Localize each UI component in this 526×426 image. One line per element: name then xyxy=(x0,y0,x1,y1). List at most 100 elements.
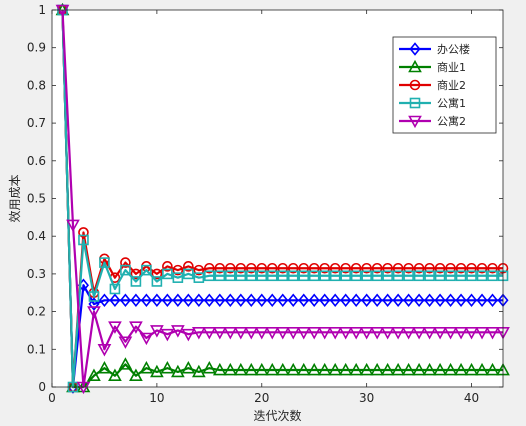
data-point xyxy=(434,293,446,308)
data-point xyxy=(76,381,91,395)
legend-label: 商业2 xyxy=(437,78,466,92)
data-point xyxy=(382,293,394,308)
data-point xyxy=(307,362,322,376)
data-point xyxy=(319,293,331,308)
data-point xyxy=(120,264,131,276)
data-point xyxy=(412,327,426,340)
data-point xyxy=(99,257,110,268)
data-point xyxy=(349,362,364,376)
data-point xyxy=(235,293,247,308)
data-point xyxy=(150,325,164,338)
data-point xyxy=(433,327,447,340)
x-tick-label: 20 xyxy=(254,391,269,405)
data-point xyxy=(403,262,414,274)
data-point xyxy=(308,262,320,274)
data-point xyxy=(171,364,185,378)
data-point xyxy=(118,336,133,349)
data-point xyxy=(87,368,101,381)
data-point xyxy=(443,327,458,340)
data-point xyxy=(108,321,122,334)
data-point xyxy=(382,270,393,282)
data-point xyxy=(119,293,131,308)
data-point xyxy=(203,293,215,308)
data-point xyxy=(256,270,268,282)
data-point xyxy=(422,362,437,376)
data-point xyxy=(487,262,498,274)
data-point xyxy=(413,293,425,308)
data-point xyxy=(108,368,122,381)
data-point xyxy=(244,362,259,376)
series-layer xyxy=(55,2,510,395)
data-point xyxy=(235,262,247,274)
data-point xyxy=(286,327,301,340)
data-point xyxy=(266,270,278,282)
data-point xyxy=(445,270,456,282)
data-point xyxy=(139,332,154,346)
data-point xyxy=(307,327,322,340)
data-point xyxy=(225,262,236,274)
data-point xyxy=(244,327,259,340)
data-point xyxy=(87,306,101,319)
y-tick-label: 0.9 xyxy=(27,41,46,55)
data-point xyxy=(361,262,372,274)
data-point xyxy=(434,262,446,274)
data-point xyxy=(266,293,278,308)
y-tick-label: 0 xyxy=(38,380,46,394)
data-point xyxy=(401,362,416,376)
data-point xyxy=(359,362,374,376)
data-point xyxy=(328,327,343,340)
series-line xyxy=(61,9,503,389)
legend-label: 公寓1 xyxy=(437,96,466,110)
data-point xyxy=(391,362,405,376)
data-point xyxy=(370,327,384,340)
data-point xyxy=(424,270,435,282)
data-point xyxy=(98,293,110,308)
data-point xyxy=(129,368,143,381)
data-point xyxy=(181,328,196,342)
data-point xyxy=(433,362,447,376)
data-point xyxy=(486,293,499,308)
series-4 xyxy=(57,4,509,393)
data-point xyxy=(319,262,330,274)
data-point xyxy=(371,270,383,282)
data-point xyxy=(466,270,477,282)
data-point xyxy=(139,360,154,374)
data-point xyxy=(161,293,173,308)
data-point xyxy=(171,325,185,338)
data-point xyxy=(256,293,268,308)
data-point xyxy=(160,360,175,374)
data-point xyxy=(434,270,446,282)
data-point xyxy=(422,327,437,340)
data-point xyxy=(265,327,280,340)
data-point xyxy=(340,293,352,308)
data-point xyxy=(129,321,143,334)
data-point xyxy=(183,261,194,272)
series-3 xyxy=(57,4,509,393)
data-point xyxy=(202,327,217,340)
data-point xyxy=(298,262,310,274)
data-point xyxy=(254,362,269,376)
data-point xyxy=(182,293,194,308)
data-point xyxy=(191,364,206,378)
data-point xyxy=(424,293,436,308)
data-point xyxy=(464,327,479,340)
data-point xyxy=(130,293,142,308)
data-point xyxy=(445,262,456,274)
data-point xyxy=(475,327,489,340)
data-point xyxy=(455,262,467,274)
data-point xyxy=(256,262,268,274)
legend-item: 商业1 xyxy=(399,59,466,74)
data-point xyxy=(329,270,341,282)
data-point xyxy=(109,293,121,308)
legend-marker xyxy=(408,59,422,73)
data-point xyxy=(403,270,414,282)
data-point xyxy=(275,327,290,340)
data-point xyxy=(223,327,238,340)
data-point xyxy=(298,293,310,308)
data-point xyxy=(371,262,383,274)
data-point xyxy=(392,293,404,308)
data-point xyxy=(370,362,384,376)
data-point xyxy=(78,234,89,246)
data-point xyxy=(485,362,500,376)
data-point xyxy=(487,270,498,282)
